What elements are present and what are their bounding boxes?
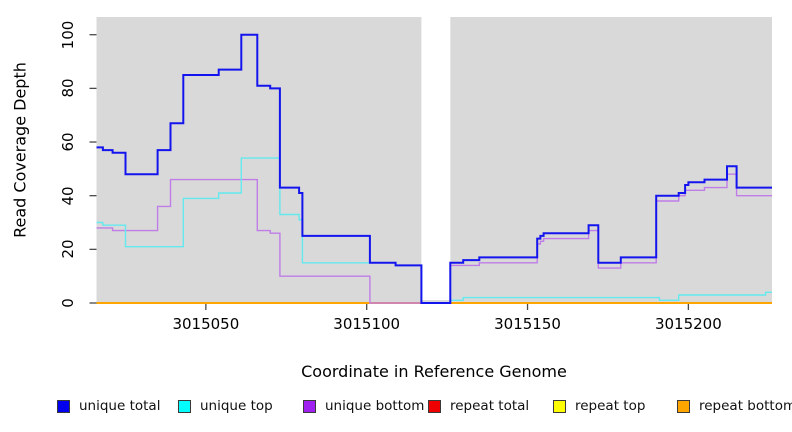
legend-label: unique total <box>79 398 161 414</box>
y-tick-label: 100 <box>59 20 77 50</box>
legend-swatch-icon <box>428 399 441 413</box>
legend-label: unique bottom <box>325 398 425 414</box>
y-tick-label: 0 <box>59 298 77 308</box>
legend-item-repeat-total: repeat total <box>428 398 529 414</box>
y-tick-label: 80 <box>59 78 77 98</box>
x-tick-label: 3015100 <box>333 315 401 333</box>
no-data-band <box>421 17 451 300</box>
legend: unique total unique top unique bottom repea… <box>0 398 792 420</box>
y-tick-label: 20 <box>59 239 77 259</box>
legend-swatch-icon <box>553 399 566 413</box>
legend-item-repeat-top: repeat top <box>553 398 645 414</box>
legend-label: repeat top <box>575 398 646 414</box>
series-line-unique-top <box>96 157 772 304</box>
x-tick-label: 3015050 <box>172 315 240 333</box>
y-tick-label: 40 <box>59 186 77 206</box>
x-tick-label: 3015150 <box>494 315 561 333</box>
legend-item-unique-total: unique total <box>57 398 160 414</box>
legend-swatch-icon <box>303 399 316 413</box>
legend-label: repeat total <box>450 398 530 414</box>
legend-swatch-icon <box>57 399 70 413</box>
series-line-unique-total <box>96 33 772 304</box>
legend-item-repeat-bottom: repeat bottom <box>677 398 792 414</box>
legend-swatch-icon <box>677 399 690 413</box>
y-tick-label: 60 <box>59 132 77 152</box>
x-axis-title: Coordinate in Reference Genome <box>301 362 567 381</box>
legend-swatch-icon <box>178 399 191 413</box>
y-axis-title: Read Coverage Depth <box>10 62 30 238</box>
x-tick-label: 3015200 <box>654 315 722 333</box>
legend-label: repeat bottom <box>699 398 792 414</box>
legend-label: unique top <box>200 398 273 414</box>
legend-item-unique-bottom: unique bottom <box>303 398 424 414</box>
legend-item-unique-top: unique top <box>178 398 273 414</box>
